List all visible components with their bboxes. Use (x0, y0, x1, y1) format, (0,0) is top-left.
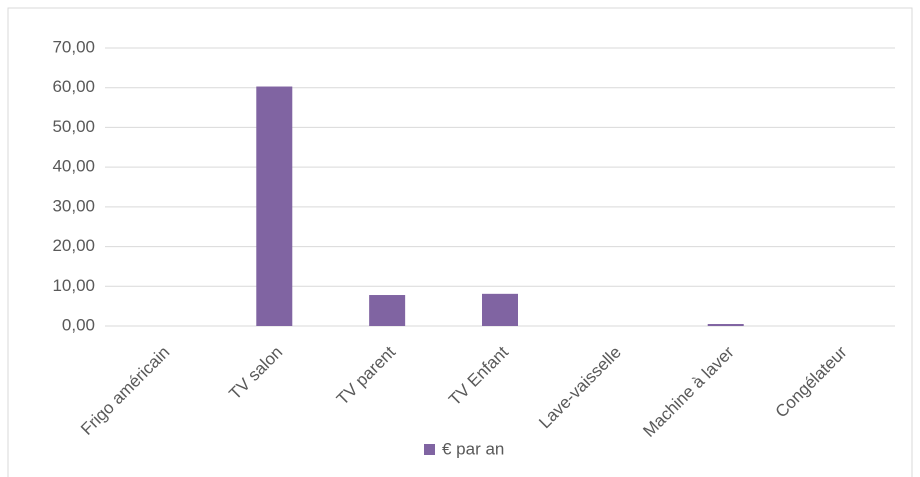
y-tick-label: 10,00 (52, 276, 95, 295)
bar (256, 86, 293, 326)
y-tick-label: 70,00 (52, 37, 95, 56)
bar (707, 324, 744, 326)
legend-swatch (424, 444, 435, 455)
bar (482, 293, 518, 326)
x-tick-label: TV parent (333, 342, 399, 408)
x-tick-label: Frigo américain (77, 343, 173, 439)
y-tick-label: 20,00 (52, 236, 95, 255)
y-tick-label: 60,00 (52, 77, 95, 96)
legend-label: € par an (442, 439, 504, 458)
x-tick-label: Lave-vaisselle (535, 343, 625, 433)
bar (369, 295, 406, 326)
x-tick-label: TV Enfant (445, 342, 512, 409)
y-tick-label: 40,00 (52, 157, 95, 176)
x-tick-label: Congélateur (772, 342, 851, 421)
y-tick-label: 0,00 (62, 315, 95, 334)
y-tick-label: 50,00 (52, 117, 95, 136)
x-tick-label: TV salon (225, 343, 286, 404)
x-tick-label: Machine à laver (639, 342, 738, 441)
chart-border (7, 7, 913, 477)
y-tick-label: 30,00 (52, 196, 95, 215)
